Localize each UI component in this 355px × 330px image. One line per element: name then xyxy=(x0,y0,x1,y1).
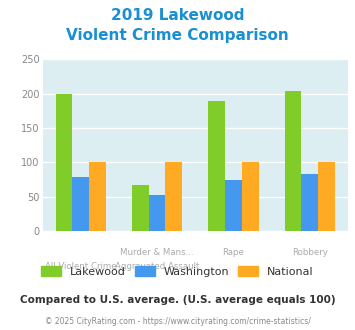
Bar xyxy=(208,101,225,231)
Bar xyxy=(56,94,72,231)
Bar xyxy=(285,91,301,231)
Text: 2019 Lakewood: 2019 Lakewood xyxy=(111,8,244,23)
Bar xyxy=(149,195,165,231)
Text: All Violent Crime: All Violent Crime xyxy=(45,262,116,271)
Text: Compared to U.S. average. (U.S. average equals 100): Compared to U.S. average. (U.S. average … xyxy=(20,295,335,305)
Text: Aggravated Assault: Aggravated Assault xyxy=(115,262,199,271)
Text: © 2025 CityRating.com - https://www.cityrating.com/crime-statistics/: © 2025 CityRating.com - https://www.city… xyxy=(45,317,310,326)
Bar xyxy=(132,185,149,231)
Text: Violent Crime Comparison: Violent Crime Comparison xyxy=(66,28,289,43)
Bar xyxy=(165,162,182,231)
Legend: Lakewood, Washington, National: Lakewood, Washington, National xyxy=(37,261,318,281)
Bar xyxy=(301,174,318,231)
Bar xyxy=(89,162,106,231)
Text: Rape: Rape xyxy=(223,248,244,257)
Bar xyxy=(242,162,258,231)
Text: Robbery: Robbery xyxy=(292,248,328,257)
Bar xyxy=(72,178,89,231)
Bar xyxy=(225,180,242,231)
Text: Murder & Mans...: Murder & Mans... xyxy=(120,248,194,257)
Bar xyxy=(318,162,335,231)
